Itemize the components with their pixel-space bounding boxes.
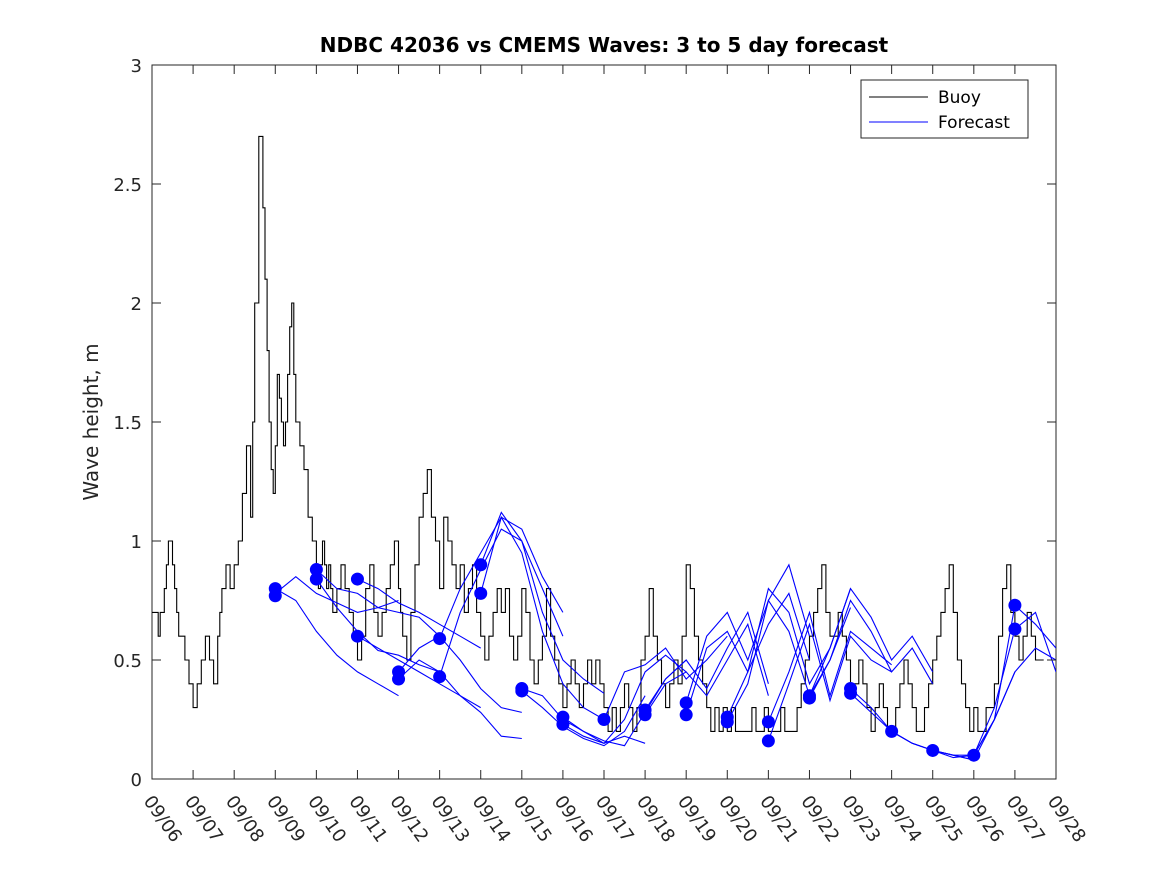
forecast-series-line xyxy=(685,563,811,703)
plot-area xyxy=(151,64,1057,780)
forecast-series-line xyxy=(767,610,892,723)
forecast-series-line xyxy=(398,635,522,713)
forecast-start-marker xyxy=(515,684,529,698)
chart-title: NDBC 42036 vs CMEMS Waves: 3 to 5 day fo… xyxy=(320,33,889,57)
forecast-series-line xyxy=(603,635,728,720)
forecast-start-marker xyxy=(967,748,981,762)
forecast-series-line xyxy=(315,578,440,673)
forecast-start-marker xyxy=(309,572,323,586)
y-tick-label: 3 xyxy=(131,56,142,77)
forecast-series-line xyxy=(480,515,605,720)
forecast-start-marker xyxy=(761,715,775,729)
forecast-start-marker xyxy=(802,691,816,705)
forecast-series-line xyxy=(809,599,934,699)
y-tick-label: 0 xyxy=(131,770,142,791)
forecast-start-marker xyxy=(433,670,447,684)
forecast-start-marker xyxy=(885,724,899,738)
forecast-start-marker xyxy=(268,589,282,603)
forecast-start-marker xyxy=(926,743,940,757)
forecast-series-line xyxy=(644,611,769,711)
forecast-series-line xyxy=(439,528,564,677)
forecast-series-line xyxy=(808,587,934,696)
forecast-start-marker xyxy=(720,715,734,729)
forecast-start-marker xyxy=(350,572,364,586)
forecast-series-line xyxy=(562,654,687,744)
forecast-series-line xyxy=(357,578,481,649)
y-axis-label: Wave height, m xyxy=(79,343,103,500)
forecast-start-marker xyxy=(350,629,364,643)
forecast-start-marker xyxy=(1008,622,1022,636)
forecast-start-marker xyxy=(392,672,406,686)
forecast-series-line xyxy=(767,622,892,742)
forecast-start-marker xyxy=(844,686,858,700)
y-tick-label: 2 xyxy=(131,294,142,315)
y-tick-label: 1.5 xyxy=(113,413,142,434)
legend-box xyxy=(860,79,1029,139)
forecast-series-line xyxy=(480,511,605,694)
forecast-start-marker xyxy=(597,713,611,726)
forecast-series-line xyxy=(398,659,522,740)
forecast-series-line xyxy=(521,690,646,747)
forecast-start-marker xyxy=(638,708,652,722)
forecast-series-line xyxy=(275,588,399,697)
forecast-start-marker xyxy=(1008,598,1022,612)
forecast-start-marker xyxy=(679,696,693,710)
buoy-series-line xyxy=(152,135,1044,732)
forecast-start-marker xyxy=(761,734,775,748)
forecast-start-marker xyxy=(556,717,570,731)
forecast-start-marker xyxy=(474,558,488,572)
forecast-start-marker xyxy=(474,586,488,600)
y-tick-label: 1 xyxy=(131,532,142,553)
y-tick-label: 2.5 xyxy=(113,175,142,196)
y-axis-ticks: 0 0.5 1 1.5 2 2.5 3 xyxy=(113,56,1056,791)
forecast-series-line xyxy=(644,622,769,716)
legend-forecast-label: Forecast xyxy=(938,113,1010,133)
forecast-start-marker xyxy=(433,632,447,646)
forecast-start-marker xyxy=(679,708,693,722)
y-tick-label: 0.5 xyxy=(113,651,142,672)
forecast-series-line xyxy=(316,569,440,637)
forecast-start-marker xyxy=(309,563,323,577)
legend: Buoy Forecast xyxy=(860,79,1029,139)
legend-buoy-label: Buoy xyxy=(938,88,981,108)
